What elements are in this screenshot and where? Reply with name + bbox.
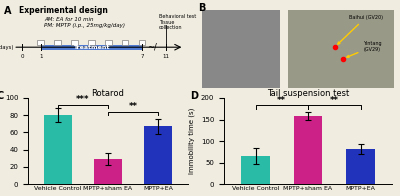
Bar: [122, 40, 128, 45]
Bar: [241, 156, 270, 184]
Bar: [54, 40, 61, 45]
Text: Baihui (GV20): Baihui (GV20): [338, 15, 383, 44]
Bar: [88, 40, 95, 45]
Text: AM: EA for 10 min: AM: EA for 10 min: [44, 16, 94, 22]
Text: D: D: [190, 91, 198, 101]
Text: 0: 0: [21, 54, 24, 59]
Text: 11: 11: [162, 54, 170, 59]
Text: ***: ***: [76, 95, 90, 104]
Bar: [105, 40, 112, 45]
Bar: [139, 40, 145, 45]
Text: 7: 7: [140, 54, 144, 59]
Bar: [346, 149, 375, 184]
Bar: [71, 40, 78, 45]
Y-axis label: Immobility time (s): Immobility time (s): [189, 108, 195, 174]
Text: **: **: [128, 102, 138, 111]
Text: Treatment: Treatment: [73, 45, 110, 50]
Bar: [94, 159, 122, 184]
Text: A: A: [4, 6, 12, 16]
Text: Experimental design: Experimental design: [19, 6, 108, 15]
Bar: [144, 126, 172, 184]
Text: 1: 1: [39, 54, 42, 59]
Text: ~/: ~/: [147, 43, 157, 52]
Bar: [288, 10, 394, 88]
Text: **: **: [277, 96, 286, 105]
Bar: [44, 115, 72, 184]
Text: Behavioral test
Tissue
collection: Behavioral test Tissue collection: [158, 14, 196, 30]
Bar: [202, 10, 280, 88]
Title: Rotarod: Rotarod: [92, 89, 124, 98]
Title: Tail suspension test: Tail suspension test: [267, 89, 349, 98]
Text: **: **: [330, 96, 339, 105]
Bar: [38, 40, 44, 45]
Text: Time (days): Time (days): [0, 45, 13, 50]
Bar: [41, 45, 142, 50]
Text: Yintang
(GV29): Yintang (GV29): [347, 41, 382, 57]
Bar: [294, 116, 322, 184]
Text: PM: MPTP (i.p., 25mg/kg/day): PM: MPTP (i.p., 25mg/kg/day): [44, 23, 126, 28]
Text: B: B: [198, 3, 206, 13]
Text: C: C: [0, 91, 3, 101]
